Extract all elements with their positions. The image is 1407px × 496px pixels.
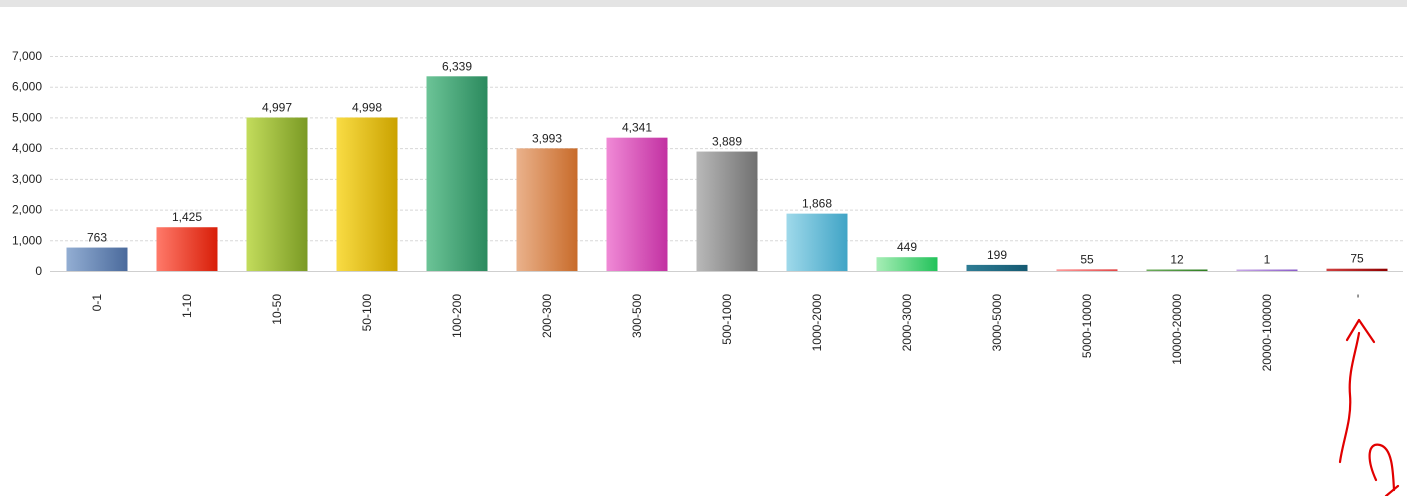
y-axis: 0 1,000 2,000 3,000 4,000 5,000 6,000 7,000 (12, 49, 42, 278)
y-tick-label: 5,000 (12, 110, 42, 124)
x-tick-label: 200-300 (540, 294, 554, 338)
data-labels: 763 1,425 4,997 4,998 6,339 3,993 4,341 3,889 1,… (87, 59, 1364, 266)
x-tick-label: 300-500 (630, 294, 644, 338)
x-tick-label: 100-200 (450, 294, 464, 338)
x-tick-label: 2000-3000 (900, 294, 914, 352)
bar-10000-20000 (1146, 269, 1208, 271)
bar-1-10 (156, 227, 218, 271)
x-tick-label: 5000-10000 (1080, 294, 1094, 358)
data-label: 4,997 (262, 101, 292, 115)
bar-500-1000 (696, 151, 758, 271)
data-label: 763 (87, 231, 107, 245)
x-tick-label: 1-10 (180, 294, 194, 318)
data-label: 55 (1080, 252, 1094, 266)
top-border-bar (0, 0, 1407, 7)
x-tick-label: - (1350, 294, 1364, 298)
x-tick-label: 1000-2000 (810, 294, 824, 352)
bar-50-100 (336, 117, 398, 272)
bar-3000-5000 (966, 264, 1028, 271)
y-tick-label: 6,000 (12, 80, 42, 94)
x-tick-label: 10-50 (270, 294, 284, 325)
bar-200-300 (516, 148, 578, 271)
data-label: 3,889 (712, 135, 742, 149)
y-tick-label: 1,000 (12, 233, 42, 247)
data-label: 6,339 (442, 59, 472, 73)
data-label: 199 (987, 248, 1007, 262)
x-tick-label: 20000-100000 (1260, 294, 1274, 372)
red-arrow-annotation (1338, 318, 1400, 496)
data-label: 3,993 (532, 131, 562, 145)
bar-300-500 (606, 137, 668, 271)
data-label: 1,425 (172, 210, 202, 224)
bar-20000-100000 (1236, 269, 1298, 271)
y-tick-label: 4,000 (12, 141, 42, 155)
y-tick-label: 7,000 (12, 49, 42, 63)
bar-100-200 (426, 76, 488, 271)
x-axis: 0-1 1-10 10-50 50-100 100-200 200-300 300-500 5… (90, 294, 1364, 372)
bar-0-1 (66, 247, 128, 271)
annotation-arrow-shaft (1338, 331, 1361, 464)
y-tick-label: 2,000 (12, 203, 42, 217)
data-label: 1 (1264, 253, 1271, 267)
data-label: 4,341 (622, 121, 652, 135)
x-tick-label: 50-100 (360, 294, 374, 332)
x-tick-label: 3000-5000 (990, 294, 1004, 352)
bar-2000-3000 (876, 257, 938, 271)
y-tick-label: 3,000 (12, 172, 42, 186)
bar-10-50 (246, 117, 308, 271)
data-label: 75 (1350, 252, 1364, 266)
x-tick-label: 500-1000 (720, 294, 734, 345)
y-tick-label: 0 (35, 264, 42, 278)
x-tick-label: 10000-20000 (1170, 294, 1184, 365)
bar-5000-10000 (1056, 269, 1118, 271)
data-label: 4,998 (352, 100, 382, 114)
x-tick-label: 0-1 (90, 294, 104, 312)
annotation-arrow-head (1345, 318, 1376, 344)
bars (66, 76, 1388, 272)
annotation-scribble (1368, 443, 1400, 496)
data-label: 1,868 (802, 197, 832, 211)
data-label: 12 (1170, 253, 1184, 267)
bar-- (1326, 268, 1388, 271)
bar-1000-2000 (786, 213, 848, 271)
data-label: 449 (897, 240, 917, 254)
